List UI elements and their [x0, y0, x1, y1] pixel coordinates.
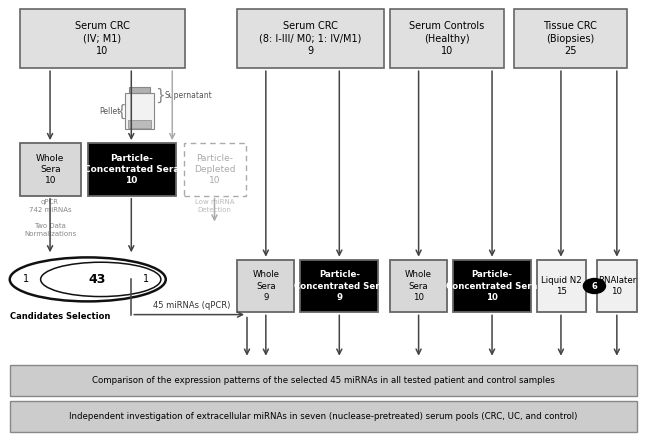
Text: Low miRNA
Detection: Low miRNA Detection: [195, 199, 234, 213]
Text: Serum Controls
(Healthy)
10: Serum Controls (Healthy) 10: [410, 21, 484, 56]
FancyBboxPatch shape: [129, 87, 150, 93]
FancyBboxPatch shape: [10, 365, 637, 396]
FancyBboxPatch shape: [184, 143, 246, 196]
FancyBboxPatch shape: [20, 9, 185, 68]
Text: Liquid N2
15: Liquid N2 15: [541, 276, 582, 296]
FancyBboxPatch shape: [537, 260, 586, 312]
FancyBboxPatch shape: [514, 9, 627, 68]
FancyBboxPatch shape: [237, 260, 294, 312]
Text: Particle-
Concentrated Sera
9: Particle- Concentrated Sera 9: [294, 271, 385, 301]
FancyBboxPatch shape: [20, 143, 81, 196]
Text: Tissue CRC
(Biopsies)
25: Tissue CRC (Biopsies) 25: [543, 21, 597, 56]
Text: Comparison of the expression patterns of the selected 45 miRNAs in all tested pa: Comparison of the expression patterns of…: [92, 376, 555, 385]
Text: Particle-
Concentrated Sera
10: Particle- Concentrated Sera 10: [447, 271, 538, 301]
Text: Whole
Sera
10: Whole Sera 10: [405, 271, 432, 301]
FancyBboxPatch shape: [597, 260, 637, 312]
Text: 6: 6: [592, 282, 597, 290]
Circle shape: [584, 279, 605, 293]
Text: Supernatant: Supernatant: [164, 91, 212, 100]
FancyBboxPatch shape: [453, 260, 531, 312]
FancyBboxPatch shape: [10, 401, 637, 432]
Text: Candidates Selection: Candidates Selection: [10, 312, 110, 321]
Text: Particle-
Depleted
10: Particle- Depleted 10: [194, 154, 235, 185]
FancyBboxPatch shape: [237, 9, 384, 68]
Text: qPCR
742 miRNAs

Two Data
Normalizations: qPCR 742 miRNAs Two Data Normalizations: [24, 199, 76, 237]
Text: 1: 1: [23, 275, 29, 284]
Text: 45 miRNAs (qPCR): 45 miRNAs (qPCR): [153, 301, 231, 310]
FancyBboxPatch shape: [88, 143, 176, 196]
Text: Particle-
Concentrated Sera
10: Particle- Concentrated Sera 10: [84, 154, 179, 185]
Text: Pellet: Pellet: [99, 107, 120, 116]
FancyBboxPatch shape: [390, 260, 447, 312]
FancyBboxPatch shape: [125, 93, 154, 129]
FancyBboxPatch shape: [128, 120, 151, 128]
Text: 43: 43: [89, 273, 106, 286]
Text: Whole
Sera
10: Whole Sera 10: [36, 154, 64, 185]
FancyBboxPatch shape: [300, 260, 378, 312]
Text: Serum CRC
(8: I-III/ M0; 1: IV/M1)
9: Serum CRC (8: I-III/ M0; 1: IV/M1) 9: [259, 21, 361, 56]
Text: {: {: [116, 104, 125, 119]
Text: Whole
Sera
9: Whole Sera 9: [252, 271, 280, 301]
Text: Independent investigation of extracellular miRNAs in seven (nuclease-pretreated): Independent investigation of extracellul…: [69, 412, 578, 421]
Text: 1: 1: [143, 275, 150, 284]
Text: RNAlater
10: RNAlater 10: [598, 276, 636, 296]
FancyBboxPatch shape: [390, 9, 504, 68]
Text: }: }: [155, 88, 165, 103]
Text: Serum CRC
(IV; M1)
10: Serum CRC (IV; M1) 10: [75, 21, 130, 56]
